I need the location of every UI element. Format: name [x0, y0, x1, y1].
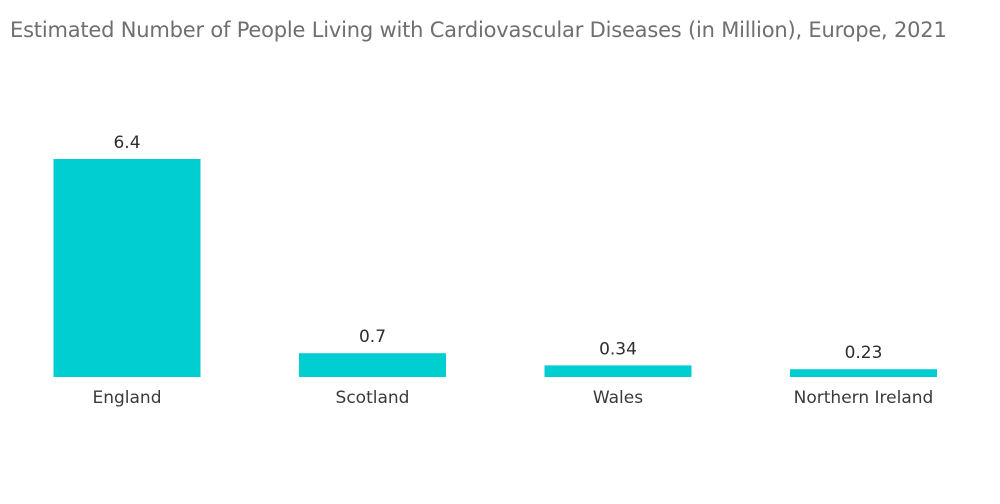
category-labels-group: England Scotland Wales Northern Ireland [92, 388, 933, 408]
bar-wales [544, 365, 692, 377]
value-labels-group: 6.4 0.7 0.34 0.23 [113, 133, 882, 363]
category-label-england: England [92, 388, 161, 408]
bar-england [53, 159, 201, 377]
value-label-scotland: 0.7 [359, 327, 386, 347]
chart-title: Estimated Number of People Living with C… [10, 18, 947, 42]
category-label-wales: Wales [593, 388, 643, 408]
value-label-wales: 0.34 [599, 339, 637, 359]
bars-group [53, 159, 937, 377]
category-label-scotland: Scotland [336, 388, 410, 408]
value-label-northern-ireland: 0.23 [845, 343, 883, 363]
bar-scotland [299, 353, 446, 377]
bar-northern-ireland [790, 369, 937, 377]
category-label-northern-ireland: Northern Ireland [794, 388, 934, 408]
value-label-england: 6.4 [113, 133, 140, 153]
